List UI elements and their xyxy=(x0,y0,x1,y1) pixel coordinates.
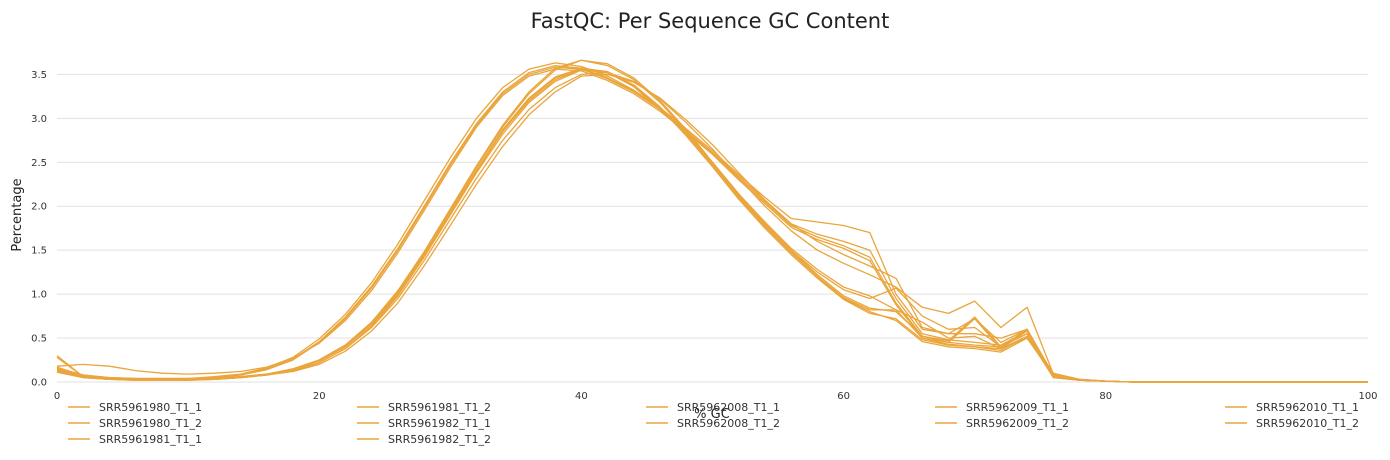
y-tick-label: 3.5 xyxy=(31,70,47,81)
x-tick-label: 80 xyxy=(1099,391,1112,402)
series-line-SRR5962010_T1_2 xyxy=(56,67,1368,383)
y-tick-label: 1.5 xyxy=(31,246,47,257)
y-tick-label: 0.0 xyxy=(31,378,47,389)
legend-entry: SRR5961981_T1_2 xyxy=(388,401,491,414)
legend-entry: SRR5962010_T1_1 xyxy=(1256,401,1359,414)
y-tick-label: 2.5 xyxy=(31,158,47,169)
series-line-SRR5961982_T1_2 xyxy=(56,73,1368,383)
y-tick-label: 3.0 xyxy=(31,114,47,125)
series-line-SRR5962008_T1_1 xyxy=(56,69,1368,383)
legend-entry: SRR5962010_T1_2 xyxy=(1256,417,1359,430)
x-axis-label: % GC xyxy=(694,407,730,422)
legend-entry: SRR5961980_T1_1 xyxy=(99,401,202,414)
x-tick-label: 40 xyxy=(575,391,588,402)
y-axis-label: Percentage xyxy=(10,178,25,251)
series-line-SRR5961980_T1_1 xyxy=(56,66,1368,383)
x-tick-label: 0 xyxy=(54,391,60,402)
legend-entry: SRR5961982_T1_1 xyxy=(388,417,491,430)
legend: SRR5961980_T1_1 SRR5961981_T1_2 SRR5962008… xyxy=(68,401,1359,446)
chart-title: FastQC: Per Sequence GC Content xyxy=(531,9,890,33)
x-tick-labels: 0 20 40 60 80 100 xyxy=(54,391,1378,402)
series-line-SRR5962009_T1_2 xyxy=(56,59,1368,383)
x-tick-label: 100 xyxy=(1358,391,1377,402)
series-line-SRR5961981_T1_1 xyxy=(56,68,1368,383)
x-tick-label: 60 xyxy=(837,391,850,402)
series-line-SRR5961981_T1_2 xyxy=(56,62,1368,383)
series-line-SRR5962008_T1_2 xyxy=(56,68,1368,383)
legend-entry: SRR5962008_T1_2 xyxy=(677,417,780,430)
grid-lines xyxy=(57,73,1368,339)
series-lines xyxy=(56,59,1368,383)
y-tick-label: 2.0 xyxy=(31,202,47,213)
y-tick-label: 0.5 xyxy=(31,334,47,345)
series-line-SRR5962009_T1_1 xyxy=(56,59,1368,383)
series-line-SRR5962010_T1_1 xyxy=(56,68,1368,383)
legend-entry: SRR5962009_T1_2 xyxy=(966,417,1069,430)
legend-entry: SRR5961981_T1_1 xyxy=(99,433,202,446)
series-line-SRR5961982_T1_1 xyxy=(56,71,1368,383)
series-line-SRR5961980_T1_2 xyxy=(56,64,1368,383)
legend-entry: SRR5962009_T1_1 xyxy=(966,401,1069,414)
y-tick-label: 1.0 xyxy=(31,290,47,301)
legend-entry: SRR5961982_T1_2 xyxy=(388,433,491,446)
legend-entry: SRR5962008_T1_1 xyxy=(677,401,780,414)
y-tick-labels: 0.0 0.5 1.0 1.5 2.0 2.5 3.0 3.5 xyxy=(31,70,47,389)
legend-entry: SRR5961980_T1_2 xyxy=(99,417,202,430)
x-tick-label: 20 xyxy=(313,391,326,402)
